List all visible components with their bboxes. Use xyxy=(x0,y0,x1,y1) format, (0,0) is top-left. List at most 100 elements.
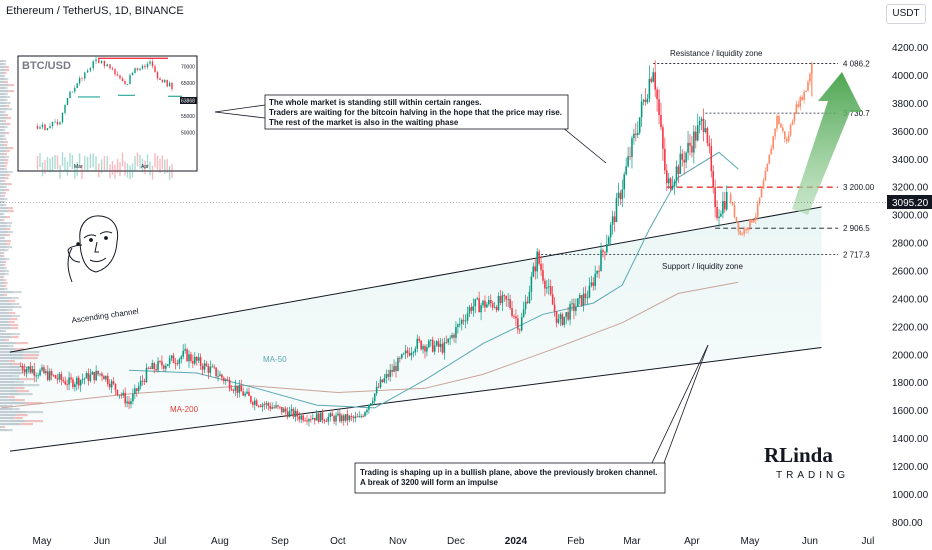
candle xyxy=(569,304,571,320)
last-price-tag[interactable] xyxy=(887,195,932,209)
candle xyxy=(640,101,643,118)
inset-volume-bar xyxy=(139,154,141,169)
candle xyxy=(186,349,188,362)
candle xyxy=(221,374,223,378)
volume-profile-bar xyxy=(0,63,4,66)
inset-candle xyxy=(164,79,166,83)
candle xyxy=(544,280,546,289)
candle xyxy=(145,367,148,383)
candle xyxy=(377,386,380,388)
projection-candle xyxy=(799,96,802,107)
currency-button[interactable]: USDT xyxy=(886,4,926,24)
inset-candle xyxy=(51,121,54,127)
inset-title: BTC/USD xyxy=(22,60,71,72)
volume-profile-bar xyxy=(4,114,9,117)
inset-candle xyxy=(131,72,134,76)
candle xyxy=(137,386,140,391)
projection-candle xyxy=(743,228,745,235)
candle xyxy=(282,408,285,413)
candle xyxy=(329,413,332,417)
candle xyxy=(207,366,210,373)
bottom-note-box[interactable] xyxy=(354,462,666,494)
volume-profile-bar xyxy=(3,201,6,204)
candle xyxy=(126,401,128,404)
candle xyxy=(135,388,138,391)
volume-profile-bar xyxy=(4,126,8,129)
volume-profile-bar xyxy=(0,99,5,102)
bullish-arrow[interactable] xyxy=(792,72,862,215)
inset-volume-bar xyxy=(56,155,59,170)
candle xyxy=(360,416,362,417)
top-note-box[interactable] xyxy=(264,94,569,130)
volume-profile-bar xyxy=(0,393,20,396)
candle xyxy=(342,415,345,421)
btc-inset[interactable]: BTC/USD 7000065000600005500050000 Mar Ap… xyxy=(17,55,198,180)
volume-profile-bar xyxy=(0,219,3,222)
candle xyxy=(21,366,24,370)
candle xyxy=(313,417,316,421)
candle xyxy=(429,339,432,341)
candle xyxy=(91,372,94,375)
candle xyxy=(426,347,428,352)
inset-volume-bar xyxy=(44,159,46,174)
candle xyxy=(211,366,214,368)
inset-volume-bar xyxy=(71,155,74,170)
inset-volume-bar xyxy=(100,159,103,174)
volume-profile-bar xyxy=(7,171,13,174)
inset-candle xyxy=(86,70,89,73)
candle xyxy=(168,358,171,365)
candle xyxy=(486,304,488,308)
candle xyxy=(321,412,324,420)
candle xyxy=(679,153,682,174)
candle xyxy=(277,405,279,407)
inset-candle xyxy=(114,69,116,75)
inset-volume-bar xyxy=(89,153,92,168)
volume-profile-bar xyxy=(3,135,6,138)
x-tick-label: Apr xyxy=(684,536,700,547)
volume-profile-bar xyxy=(0,108,8,111)
candle xyxy=(410,352,413,356)
candle xyxy=(87,373,90,381)
x-tick-label: Nov xyxy=(389,536,407,547)
volume-profile-bar xyxy=(0,381,15,384)
volume-profile-bar xyxy=(0,189,6,192)
candle xyxy=(58,374,61,380)
candle xyxy=(462,319,465,321)
volume-profile-bar xyxy=(0,408,12,411)
inset-candle xyxy=(159,78,161,80)
inset-volume-bar xyxy=(86,156,89,171)
volume-profile-bar xyxy=(0,222,8,225)
inset-volume-bar xyxy=(41,162,44,177)
x-axis: May Jun Jul Aug Sep Oct Nov Dec 2024 Feb Mar Apr May… xyxy=(33,536,875,547)
volume-profile-bar xyxy=(3,120,7,123)
candle xyxy=(683,159,685,163)
volume-profile-bar xyxy=(0,306,13,309)
volume-profile-bar xyxy=(0,90,9,93)
candle xyxy=(352,416,355,419)
inset-candle xyxy=(49,126,51,129)
candle xyxy=(611,216,614,225)
candle xyxy=(31,369,34,373)
projection-candle xyxy=(807,81,809,91)
candle xyxy=(522,309,525,317)
candle xyxy=(203,363,206,370)
channel-lower-line[interactable] xyxy=(9,347,822,452)
candle xyxy=(546,287,548,289)
volume-profile-bar xyxy=(5,243,10,246)
channel-upper-line[interactable] xyxy=(9,206,822,353)
inset-candle xyxy=(61,112,64,123)
candle xyxy=(693,131,695,153)
volume-profile-bar xyxy=(0,126,5,129)
ma50-line xyxy=(128,151,739,409)
volume-profile-bar xyxy=(0,60,4,63)
candle xyxy=(319,412,322,422)
bottom-note-pointer xyxy=(651,344,709,464)
projection-candle xyxy=(745,228,747,231)
candle xyxy=(323,419,326,422)
level-label: 3 200.00 xyxy=(843,183,875,192)
candle xyxy=(130,401,132,405)
inset-candle xyxy=(171,82,173,90)
candle xyxy=(511,308,513,316)
top-note-line-1: The whole market is standing still withi… xyxy=(269,98,482,107)
